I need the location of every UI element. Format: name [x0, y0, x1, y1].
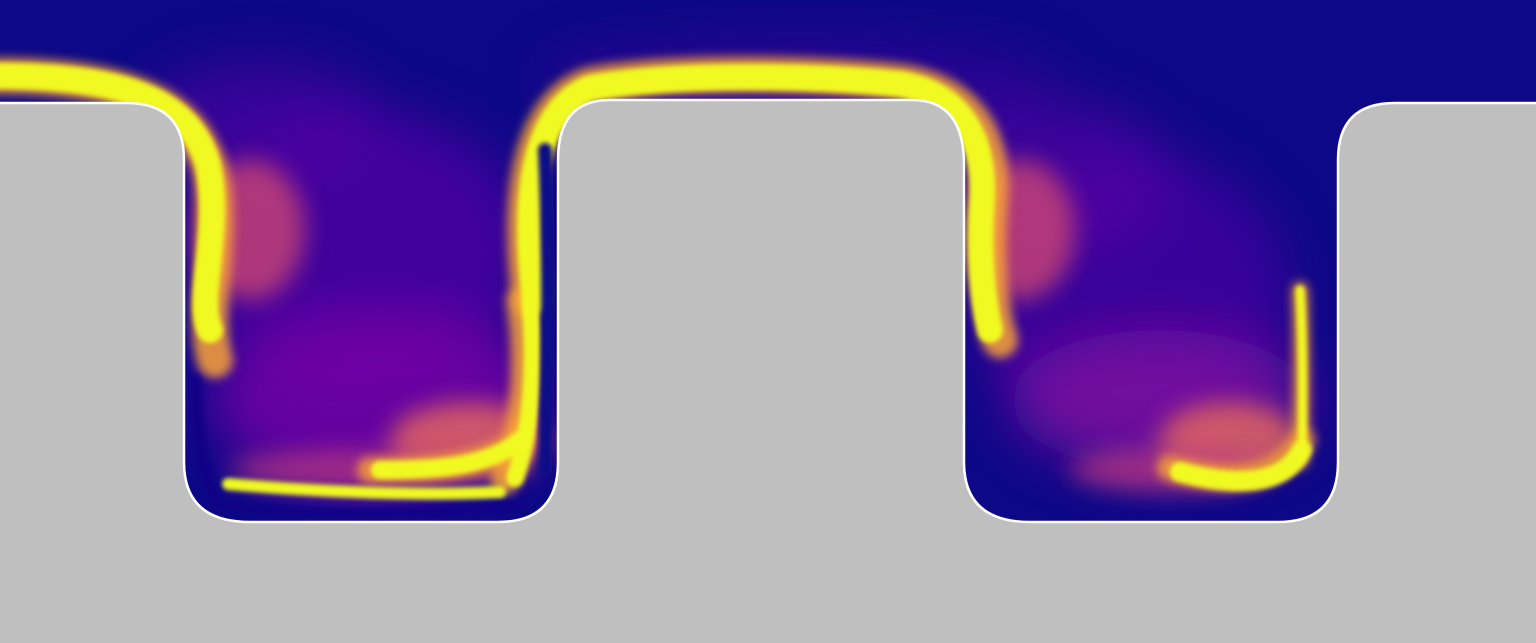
stream-left-cavity-wall	[506, 291, 542, 487]
stream-left-cavity-bottom	[222, 478, 506, 500]
stream-right-cavity-bottom	[1170, 440, 1312, 492]
boundary-layer	[189, 143, 556, 517]
wall-outline	[0, 98, 1536, 524]
stream-left-inflow	[0, 62, 226, 343]
stream-left-cavity-glow	[371, 431, 529, 479]
stream-right-cavity-wall	[1295, 285, 1308, 461]
